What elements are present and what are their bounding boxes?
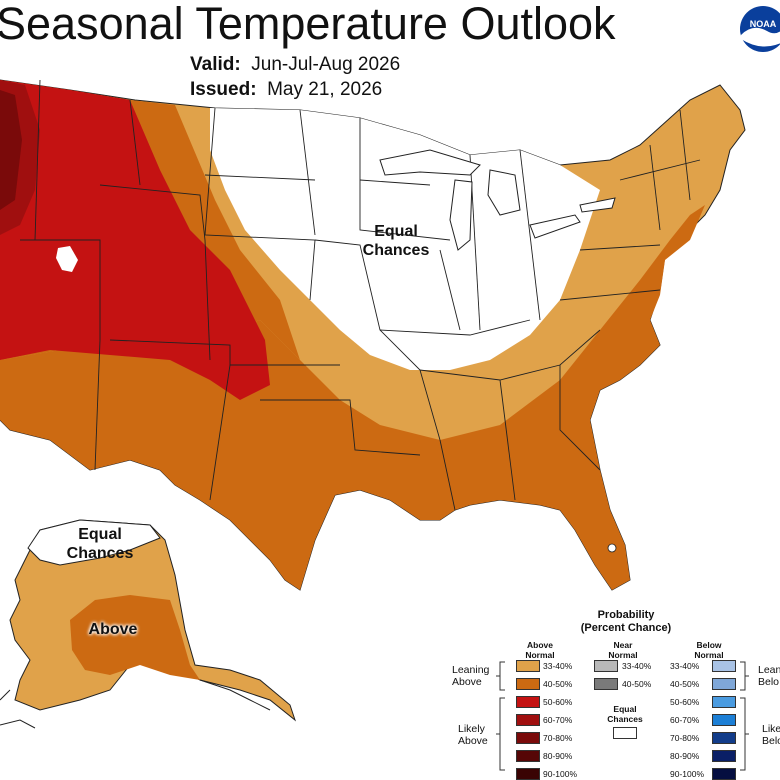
legend-above-label: 90-100%	[543, 769, 578, 779]
issued-value: May 21, 2026	[267, 79, 383, 100]
great-salt-lake	[56, 246, 78, 272]
conus-above-40-50-region	[0, 205, 705, 590]
alaska-equal-chances-label: Equal Chances	[52, 525, 148, 563]
valid-label: Valid:	[190, 54, 241, 75]
legend-near-label: 40-50%	[622, 679, 652, 689]
legend-above-label: 80-90%	[543, 751, 573, 761]
legend-below-label: 90-100%	[670, 769, 705, 779]
legend-near-label: 33-40%	[622, 661, 652, 671]
legend-below-label: 60-70%	[670, 715, 700, 725]
legend-col-line: Above	[527, 640, 553, 650]
legend-col-below: Below Normal	[684, 640, 734, 660]
legend-col-near: Near Normal	[598, 640, 648, 660]
legend-below-swatch	[712, 696, 736, 708]
legend-above-swatch	[516, 750, 540, 762]
legend-col-line: Normal	[525, 650, 555, 660]
alaska-map	[0, 519, 297, 729]
legend-above-swatch	[516, 696, 540, 708]
legend-title-line: Probability	[597, 609, 655, 621]
legend-above-swatch	[516, 678, 540, 690]
conus-equal-chances-label: Equal Chances	[348, 222, 444, 260]
legend-row-likely: Likely Above	[458, 723, 488, 747]
legend-below-swatch	[712, 714, 736, 726]
legend-above-label: 70-80%	[543, 733, 573, 743]
alaska-equal-chances-region	[27, 519, 161, 566]
noaa-logo-text: NOAA	[750, 19, 777, 29]
legend-below-swatch	[712, 660, 736, 672]
legend-col-line: Below	[696, 640, 722, 650]
legend-near-swatch	[594, 660, 618, 672]
legend-below-swatch	[712, 678, 736, 690]
legend-col-line: Normal	[608, 650, 638, 660]
legend-above-label: 60-70%	[543, 715, 573, 725]
legend-title-line: (Percent Chance)	[580, 622, 672, 634]
legend-row-line: Belo	[762, 735, 780, 747]
legend-below-swatch	[712, 750, 736, 762]
legend-below-label: 70-80%	[670, 733, 700, 743]
legend-above-swatch	[516, 714, 540, 726]
legend-col-line: Near	[613, 640, 633, 650]
legend-row-line: Like	[762, 723, 780, 735]
valid-value: Jun-Jul-Aug 2026	[251, 54, 401, 75]
legend-below-label: 80-90%	[670, 751, 700, 761]
legend-above-label: 33-40%	[543, 661, 573, 671]
legend-above-swatch	[516, 660, 540, 672]
legend-above-label: 50-60%	[543, 697, 573, 707]
label-line: Equal	[374, 223, 418, 240]
legend-row-line: Above	[452, 676, 482, 688]
label-line: Equal	[78, 526, 122, 543]
alaska-above-label: Above	[88, 621, 138, 638]
state-boundaries	[20, 79, 701, 511]
issued-date: Issued: May 21, 2026	[190, 79, 382, 101]
legend-col-above: Above Normal	[515, 640, 565, 660]
alaska-above-40-50-region	[70, 595, 200, 680]
valid-period: Valid: Jun-Jul-Aug 2026	[190, 54, 400, 76]
legend-below-swatch	[712, 768, 736, 780]
legend-row-line: Leaning	[452, 664, 490, 676]
legend-equal-line: Equal	[613, 704, 637, 714]
legend-above-swatch	[516, 732, 540, 744]
label-line: Chances	[362, 242, 430, 259]
legend-row-line: Likely	[458, 723, 485, 735]
legend-below-label: 33-40%	[670, 661, 700, 671]
legend-above-swatch	[516, 768, 540, 780]
lake-okeechobee	[607, 543, 617, 553]
legend-row-line: Above	[458, 735, 488, 747]
issued-label: Issued:	[190, 79, 257, 100]
conus-above-70-80-region	[0, 90, 22, 210]
legend-below-label: 50-60%	[670, 697, 700, 707]
legend-equal-chances-swatch	[613, 727, 637, 739]
legend-equal-chances-label: Equal Chances	[600, 704, 650, 724]
legend-equal-line: Chances	[607, 714, 643, 724]
legend-row-leaning-below: Lean Belo	[758, 664, 780, 688]
legend-below-swatch	[712, 732, 736, 744]
legend-below-label: 40-50%	[670, 679, 700, 689]
legend-near-swatch	[594, 678, 618, 690]
legend-above-label: 40-50%	[543, 679, 573, 689]
aleutian-islands	[0, 719, 36, 729]
legend-row-leaning: Leaning Above	[452, 664, 489, 688]
conus-above-50-60-region	[0, 80, 270, 400]
noaa-logo-icon: NOAA	[740, 6, 780, 52]
legend-row-line: Belo	[758, 676, 780, 688]
label-line: Chances	[66, 545, 134, 562]
legend-row-likely-below: Like Belo	[762, 723, 780, 747]
legend-col-line: Normal	[694, 650, 724, 660]
page-title: Seasonal Temperature Outlook	[0, 0, 616, 49]
legend-row-line: Lean	[758, 664, 780, 676]
great-lakes	[379, 149, 616, 251]
legend-title: Probability (Percent Chance)	[560, 609, 692, 635]
